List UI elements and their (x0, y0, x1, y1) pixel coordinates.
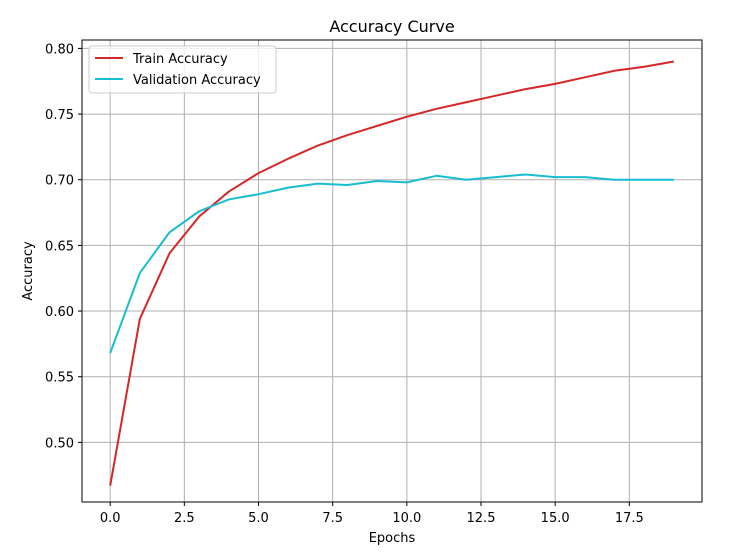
validation-accuracy-line (109, 173, 674, 354)
x-tick-label: 15.0 (541, 511, 570, 526)
grid-layer (82, 40, 702, 502)
x-tick-label: 2.5 (174, 511, 195, 526)
x-tick-label: 5.0 (248, 511, 269, 526)
y-tick-label: 0.80 (45, 42, 74, 57)
legend-label-validation-accuracy: Validation Accuracy (133, 73, 261, 88)
legend-box (88, 45, 277, 94)
y-tick-label: 0.50 (45, 436, 74, 451)
x-axis-label: Epochs (369, 531, 416, 546)
plot-frame (81, 39, 703, 503)
series-layer (109, 60, 674, 486)
chart-title: Accuracy Curve (329, 17, 454, 36)
tick-layer: 0.0 2.5 5.0 7.5 10.0 12.5 15.0 17.5 0.50 0.55 0.60… (45, 42, 644, 526)
x-tick-label: 17.5 (615, 511, 644, 526)
y-tick-label: 0.55 (45, 371, 74, 386)
legend-label-train-accuracy: Train Accuracy (132, 52, 228, 67)
x-tick-label: 10.0 (392, 511, 421, 526)
y-tick-label: 0.60 (45, 305, 74, 320)
legend: Train Accuracy Validation Accuracy (88, 45, 277, 94)
y-tick-label: 0.75 (45, 108, 74, 123)
x-tick-label: 7.5 (322, 511, 343, 526)
y-tick-label: 0.70 (45, 174, 74, 189)
x-tick-label: 12.5 (467, 511, 496, 526)
y-axis-label: Accuracy (21, 241, 36, 301)
y-tick-label: 0.65 (45, 239, 74, 254)
train-accuracy-line (109, 60, 674, 486)
x-tick-label: 0.0 (100, 511, 121, 526)
